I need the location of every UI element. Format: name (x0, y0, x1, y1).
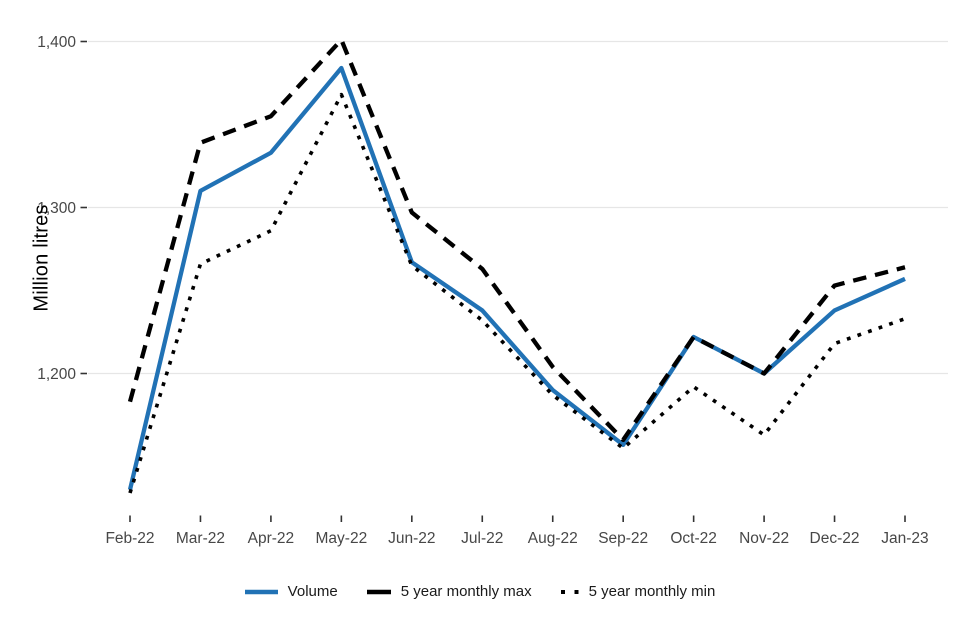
y-tick-label: 1,300 (37, 200, 76, 217)
legend-dashed-line-icon (366, 589, 391, 594)
series-line-5-year-monthly-min (128, 92, 906, 494)
x-tick-label: Jan-23 (881, 530, 928, 547)
legend-solid-line-icon (244, 589, 278, 594)
x-tick-label: Nov-22 (739, 530, 789, 547)
legend-label: 5 year monthly min (588, 583, 716, 600)
legend-label: 5 year monthly max (400, 583, 532, 600)
x-tick-label: Mar-22 (176, 530, 225, 547)
legend-dotted-line-icon (560, 589, 579, 594)
y-tick-label: 1,200 (37, 366, 76, 383)
x-tick-label: Jul-22 (461, 530, 503, 547)
legend-item-5-year-monthly-min: 5 year monthly min (560, 583, 716, 600)
legend-label: Volume (287, 583, 338, 600)
x-tick-label: Sep-22 (598, 530, 648, 547)
series-line-volume (127, 65, 906, 491)
plot-area: 1,400 1,300 1,200 Feb-22 Mar-22 Apr-22 May-22 J… (37, 34, 948, 547)
x-tick-label: May-22 (316, 530, 368, 547)
y-tick-label: 1,400 (37, 34, 76, 51)
legend: Volume 5 year monthly max 5 year monthly m… (0, 583, 960, 600)
x-tick-label: Aug-22 (528, 530, 578, 547)
series-line-5-year-monthly-max (127, 37, 906, 443)
x-tick-label: Feb-22 (105, 530, 154, 547)
x-tick-label: Apr-22 (248, 530, 295, 547)
x-tick-label: Dec-22 (810, 530, 860, 547)
y-axis-title: Million litres (30, 204, 53, 312)
x-tick-label: Jun-22 (388, 530, 435, 547)
legend-item-volume: Volume (244, 583, 338, 600)
legend-item-5-year-monthly-max: 5 year monthly max (366, 583, 532, 600)
x-tick-label: Oct-22 (670, 530, 717, 547)
